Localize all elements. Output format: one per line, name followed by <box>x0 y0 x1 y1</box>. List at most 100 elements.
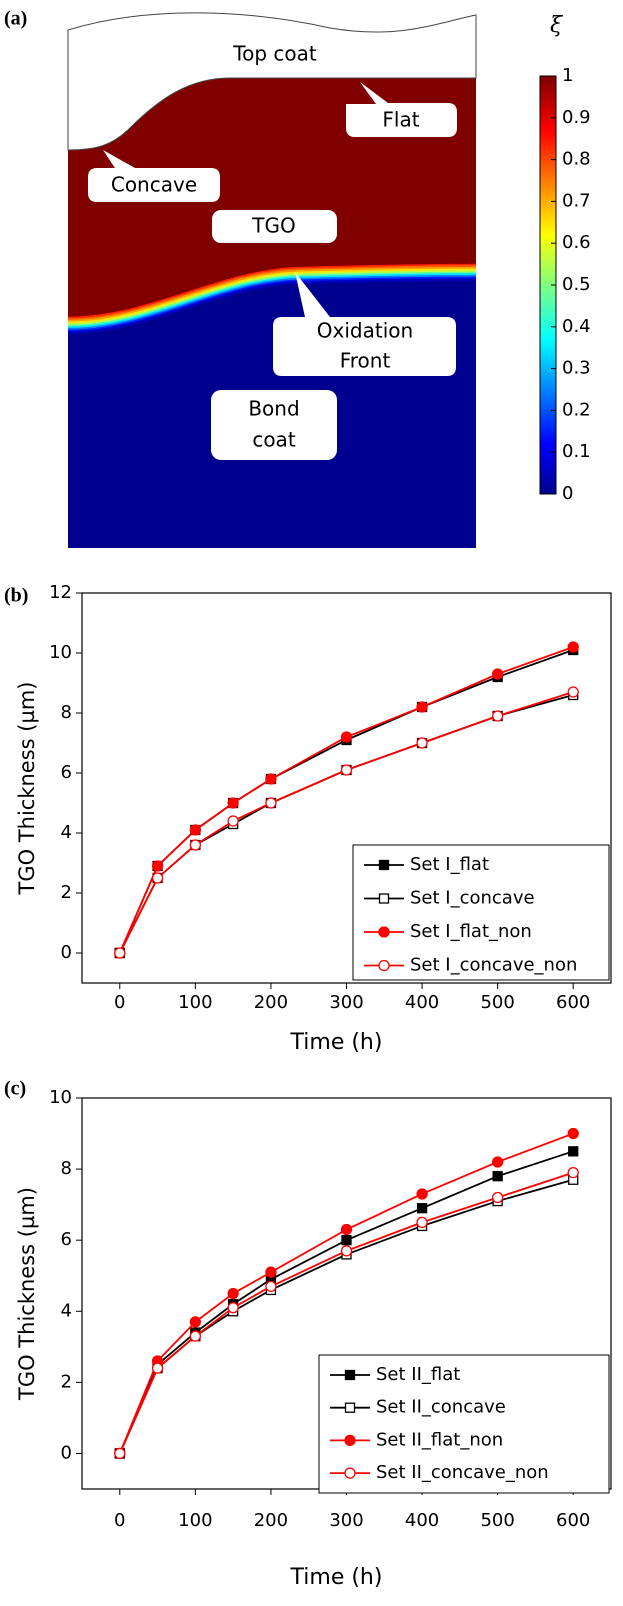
marker <box>114 1447 126 1460</box>
colorbar-tick-label: 0.6 <box>562 232 591 253</box>
marker <box>227 797 239 809</box>
marker <box>265 1266 277 1278</box>
legend-marker <box>344 1369 356 1381</box>
y-tick-label: 6 <box>61 762 72 783</box>
y-tick-label: 10 <box>49 642 72 663</box>
front-stroke <box>67 263 477 320</box>
colorbar-tick-label: 0.7 <box>562 190 591 211</box>
legend-marker <box>344 1402 356 1413</box>
y-tick-label: 4 <box>61 1300 72 1321</box>
marker <box>491 710 504 722</box>
legend-label: Set I_concave_non <box>410 955 577 976</box>
marker <box>265 797 277 809</box>
x-tick-label: 500 <box>480 1510 514 1531</box>
callout <box>211 390 337 460</box>
x-tick-label: 200 <box>254 1510 288 1531</box>
annotation: Oxidation <box>317 319 413 343</box>
marker <box>416 1216 428 1229</box>
marker <box>567 641 579 653</box>
legend-label: Set I_concave <box>410 888 535 909</box>
legend-label: Set II_concave <box>376 1397 506 1418</box>
colorbar-tick-label: 0.4 <box>562 316 591 337</box>
legend-marker <box>378 926 390 938</box>
y-axis-title: TGO Thickness (µm) <box>15 682 39 896</box>
x-tick-label: 200 <box>254 992 288 1013</box>
legend-label: Set I_flat <box>410 854 489 875</box>
annotation: Flat <box>382 108 419 132</box>
colorbar-tick-label: 0.3 <box>562 358 591 379</box>
marker <box>568 1146 579 1157</box>
legend-label: Set I_flat_non <box>410 921 532 942</box>
x-tick-label: 400 <box>405 992 439 1013</box>
y-axis-title: TGO Thickness (µm) <box>15 1187 39 1401</box>
marker <box>567 1166 579 1179</box>
callout <box>88 150 220 202</box>
marker <box>341 1235 352 1246</box>
annotation: Concave <box>111 173 197 197</box>
colorbar-tick-label: 0.1 <box>562 441 591 462</box>
x-tick-label: 400 <box>405 1510 439 1531</box>
callout <box>212 210 337 243</box>
colorbar-tick-label: 0.8 <box>562 149 591 170</box>
marker <box>227 1287 239 1300</box>
legend-marker <box>344 1467 356 1479</box>
y-tick-label: 2 <box>61 882 72 903</box>
y-tick-label: 0 <box>61 1442 72 1463</box>
legend-label: Set II_concave_non <box>376 1462 549 1483</box>
x-tick-label: 0 <box>114 1510 125 1531</box>
legend-marker <box>378 893 390 904</box>
marker <box>416 737 428 749</box>
marker <box>567 1127 579 1140</box>
x-tick-label: 500 <box>480 992 514 1013</box>
marker <box>151 872 164 884</box>
marker <box>151 860 164 872</box>
y-tick-label: 10 <box>49 1087 72 1108</box>
marker <box>265 1280 277 1293</box>
marker <box>340 1245 353 1257</box>
x-tick-label: 300 <box>329 992 363 1013</box>
marker <box>151 1362 164 1374</box>
marker <box>491 1191 504 1204</box>
panel-a: (a) Top coat Flat Concave TGO Oxidation … <box>4 8 564 548</box>
colorbar-symbol: ξ <box>550 13 564 38</box>
marker <box>567 686 579 698</box>
front-stroke <box>67 273 477 329</box>
x-tick-label: 0 <box>114 992 125 1013</box>
y-tick-label: 12 <box>49 582 72 603</box>
marker <box>416 701 428 713</box>
x-tick-label: 300 <box>329 1510 363 1531</box>
x-tick-label: 600 <box>556 1510 590 1531</box>
colorbar-tick-label: 0.2 <box>562 399 591 420</box>
annotation: Front <box>340 349 391 373</box>
legend-box <box>352 844 610 981</box>
x-axis-title: Time (h) <box>290 1565 383 1590</box>
front-stroke <box>67 268 477 325</box>
marker <box>416 1203 428 1214</box>
panel-label: (b) <box>4 585 28 607</box>
y-tick-label: 2 <box>61 1371 72 1392</box>
marker <box>416 1188 428 1200</box>
annotation: Bond <box>248 397 299 421</box>
marker <box>491 668 504 680</box>
front-stroke <box>67 266 477 323</box>
colorbar-tick-label: 1 <box>562 65 573 86</box>
front-stroke <box>67 265 477 321</box>
marker <box>189 1316 202 1328</box>
annotation: coat <box>252 428 295 452</box>
legend-marker <box>344 1434 356 1447</box>
annotation: TGO <box>251 214 295 238</box>
marker <box>227 1302 239 1314</box>
legend-label: Set II_flat <box>376 1364 460 1385</box>
legend-marker <box>378 959 390 972</box>
y-tick-label: 6 <box>61 1229 72 1250</box>
legend-label: Set II_flat_non <box>376 1429 503 1450</box>
marker <box>227 815 239 827</box>
y-tick-label: 8 <box>61 1158 72 1179</box>
top-coat-region <box>67 12 477 151</box>
colorbar-tick-label: 0.5 <box>562 274 591 295</box>
x-tick-label: 600 <box>556 992 590 1013</box>
y-tick-label: 4 <box>61 822 72 843</box>
front-stroke <box>67 270 477 326</box>
callout <box>346 82 457 137</box>
